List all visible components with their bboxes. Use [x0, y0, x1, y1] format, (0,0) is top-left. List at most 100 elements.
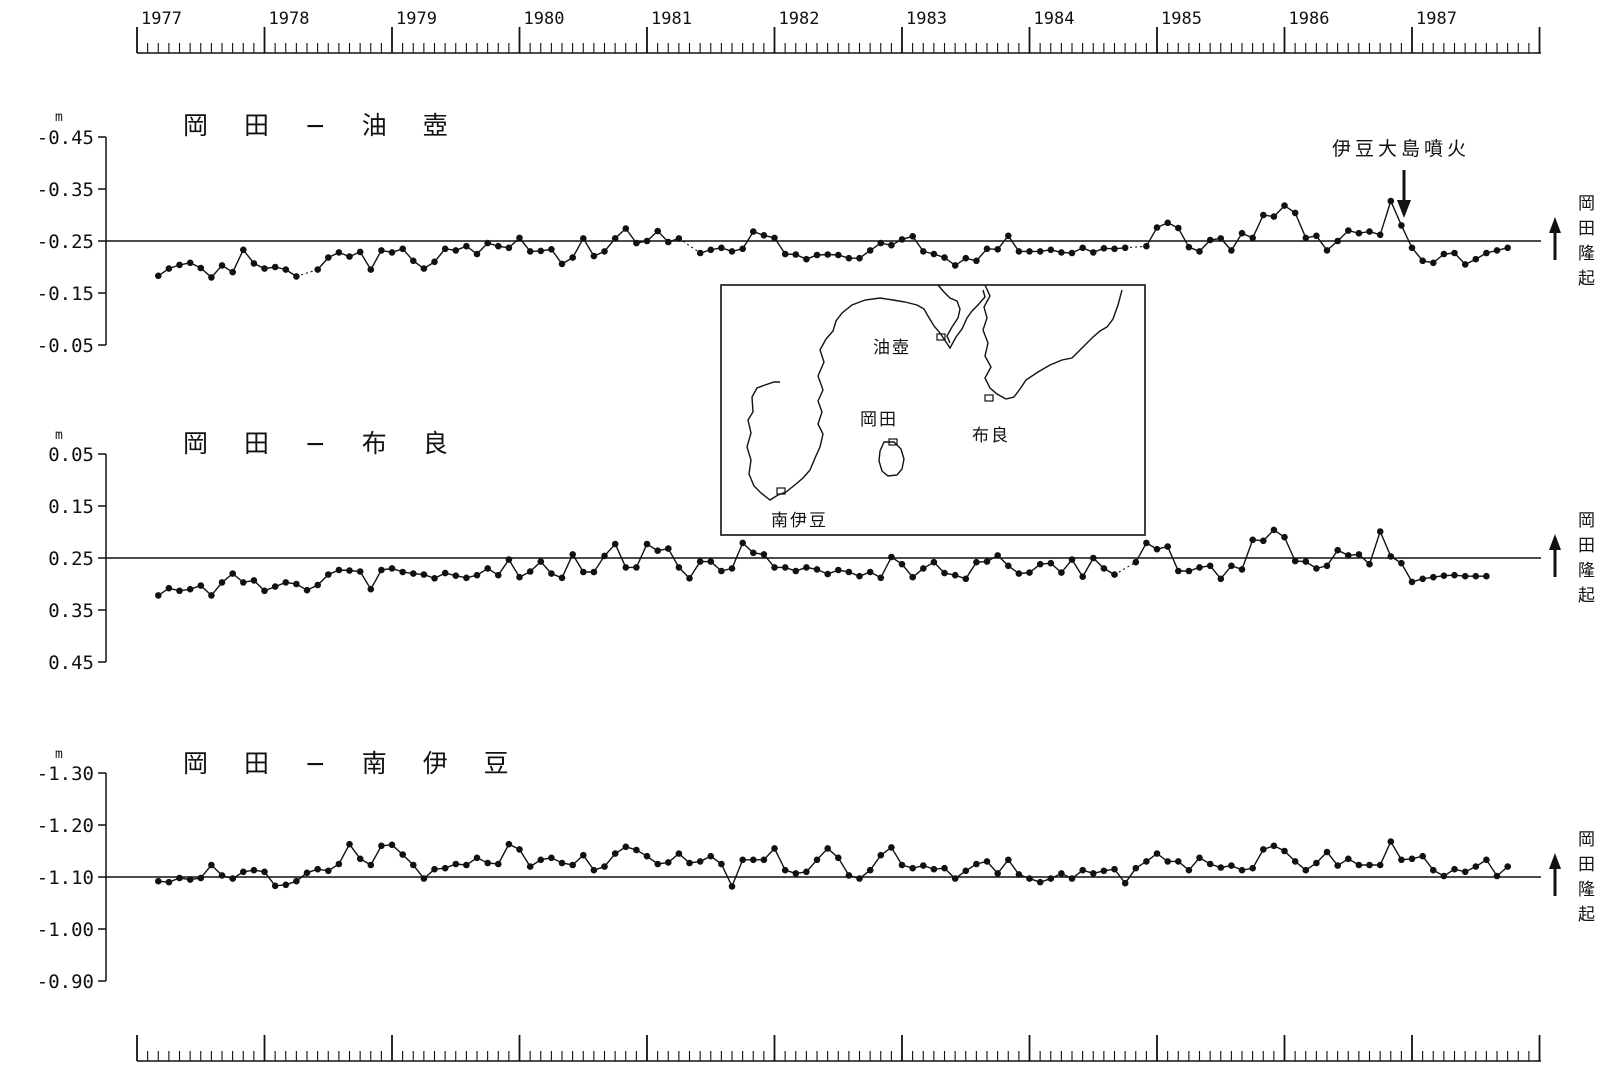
data-point — [420, 265, 428, 272]
uplift-arrow-icon — [1549, 853, 1561, 869]
data-point — [1451, 249, 1458, 257]
data-point — [186, 585, 194, 593]
data-point — [431, 258, 438, 266]
data-point — [962, 867, 970, 875]
data-point — [229, 570, 236, 577]
data-point — [293, 580, 300, 588]
aburatsubo-station-icon — [936, 333, 946, 341]
data-point — [1440, 572, 1448, 579]
data-point — [1121, 879, 1129, 887]
y-tick-label: -0.15 — [37, 283, 94, 305]
data-point — [314, 865, 322, 873]
data-point — [548, 570, 555, 577]
data-point — [792, 251, 800, 258]
data-point — [1472, 572, 1480, 580]
data-point — [622, 225, 630, 232]
data-point — [293, 273, 300, 280]
data-point — [792, 567, 800, 575]
data-point — [1196, 854, 1203, 862]
data-point — [1111, 865, 1118, 873]
data-point — [643, 237, 651, 245]
data-point — [1472, 863, 1480, 870]
data-point — [941, 254, 948, 261]
data-point — [580, 235, 587, 242]
data-point — [1355, 551, 1363, 558]
data-point — [1206, 562, 1214, 570]
data-point — [1366, 560, 1373, 568]
data-point — [335, 249, 343, 256]
panel-2-title: 岡 田 − 布 良 — [183, 429, 462, 458]
data-point — [441, 864, 449, 872]
data-point — [1281, 847, 1288, 855]
data-point — [495, 571, 502, 579]
data-point — [165, 878, 173, 886]
data-point — [622, 843, 630, 851]
data-point — [1047, 246, 1055, 254]
data-point — [1334, 546, 1341, 554]
series-gap — [1114, 561, 1137, 576]
data-point — [282, 579, 290, 586]
top-year-label: 1983 — [906, 9, 947, 29]
data-point — [1504, 863, 1511, 870]
data-point — [537, 558, 545, 565]
data-point — [431, 865, 438, 873]
data-point — [1387, 197, 1395, 205]
data-point — [165, 265, 173, 272]
data-point — [1270, 842, 1278, 850]
data-point — [1111, 571, 1118, 578]
y-tick-label: -1.10 — [37, 867, 94, 889]
data-point — [218, 579, 226, 586]
data-point — [877, 851, 885, 859]
data-point — [558, 574, 566, 582]
data-point — [240, 579, 247, 586]
data-point — [909, 573, 916, 581]
data-point — [601, 863, 608, 870]
data-point — [760, 232, 768, 239]
data-point — [282, 266, 290, 273]
data-point — [1217, 575, 1225, 583]
data-point — [1100, 565, 1108, 572]
data-point — [1387, 553, 1395, 560]
data-point — [813, 566, 821, 573]
panel-1-title: 岡 田 − 油 壺 — [183, 111, 462, 140]
data-point — [750, 228, 757, 235]
data-point — [686, 575, 693, 582]
data-point — [771, 845, 778, 852]
data-point — [271, 882, 279, 890]
data-point — [835, 566, 842, 574]
data-point — [1026, 875, 1033, 882]
data-point — [654, 860, 661, 868]
data-point — [888, 844, 895, 851]
data-point — [155, 877, 162, 885]
data-point — [1281, 202, 1288, 209]
data-point — [356, 568, 364, 575]
eruption-arrow-icon — [1397, 200, 1411, 218]
data-point — [431, 575, 438, 582]
data-point — [951, 262, 959, 269]
data-point — [1228, 862, 1235, 869]
data-point — [1260, 846, 1267, 853]
data-point — [1153, 850, 1161, 857]
data-point — [420, 571, 428, 578]
data-point — [1493, 872, 1501, 880]
data-point — [675, 235, 683, 242]
data-point — [1451, 865, 1458, 873]
data-point — [835, 251, 842, 259]
data-point — [1121, 244, 1129, 252]
panel-2-unit: m — [55, 428, 63, 443]
data-point — [1217, 235, 1225, 242]
data-point — [1090, 870, 1097, 877]
data-point — [1398, 856, 1405, 864]
data-point — [218, 872, 226, 879]
data-point — [1355, 229, 1363, 237]
data-point — [186, 876, 194, 883]
data-point — [378, 842, 385, 850]
y-tick-label: 0.15 — [48, 496, 94, 518]
oshima-island — [878, 441, 905, 477]
data-point — [962, 575, 970, 583]
data-point — [1058, 569, 1065, 576]
data-point — [1185, 567, 1193, 575]
data-point — [1302, 866, 1310, 874]
